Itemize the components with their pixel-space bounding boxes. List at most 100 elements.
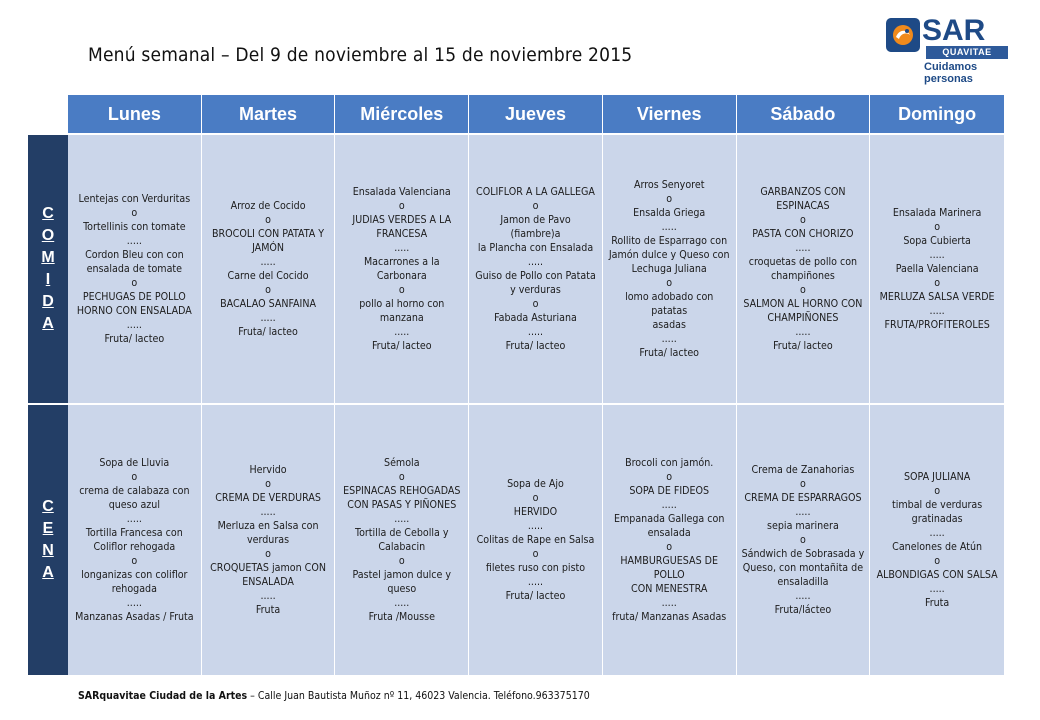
menu-line: ..... [527,576,544,588]
menu-line: ..... [527,256,544,268]
menu-line: Empanada Gallega con [613,513,725,525]
day-header: Lunes [68,95,202,133]
menu-line: filetes ruso con pisto [485,562,586,574]
meal-letter: A [42,315,54,332]
menu-line: asadas [652,319,686,331]
menu-line: Guiso de Pollo con Patata [475,270,596,282]
menu-cell: Crema de Zanahorias o CREMA DE ESPARRAGOS.… [736,403,871,675]
menu-line: Fruta/ lacteo [104,333,165,345]
menu-line: o [532,548,539,560]
menu-line: o [666,541,673,553]
menu-cell-text: Ensalada Valenciana o JUDIAS VERDES A LA FR… [352,185,451,353]
menu-line: o [532,492,539,504]
menu-line: y verduras [510,284,561,296]
footer-address: SARquavitae Ciudad de la Artes – Calle J… [78,690,590,702]
menu-cell-text: GARBANZOS CON ESPINACAS o PASTA CON CHORIZO… [743,185,862,353]
menu-line: Brocoli con jamón. [625,457,714,469]
menu-line: CREMA DE ESPARRAGOS [744,492,862,504]
menu-cell-text: SOPA JULIANA o timbal de verduras gratinada… [877,470,998,610]
menu-cell-text: Arros Senyoret o Ensalda Griega..... Rollit… [608,178,731,360]
menu-line: CHAMPIÑONES [767,312,839,324]
menu-line: o [800,534,806,546]
meal-letter: C [42,205,54,222]
menu-line: Sopa de Ajo [507,478,564,490]
day-header: Martes [201,95,336,133]
meal-letter: D [42,293,54,310]
menu-line: JUDIAS VERDES A LA [352,214,452,226]
menu-line: BROCOLI CON PATATA Y [212,228,325,240]
menu-line: o [799,214,806,226]
menu-line: longanizas con coliflor [81,569,188,581]
menu-line: HORNO CON ENSALADA [76,305,192,317]
meal-letter: C [42,498,54,515]
menu-line: Fruta [255,604,281,616]
menu-line: crema de calabaza con [79,485,190,497]
logo-sub: QUAVITAE [926,46,1008,59]
menu-line: CON PASAS Y PIÑONES [347,499,457,511]
menu-line: GARBANZOS CON [760,186,846,198]
meal-letter: M [41,249,55,266]
menu-line: o [265,548,271,560]
menu-line: Tortilla de Cebolla y [355,527,449,539]
menu-line: o [800,478,806,490]
menu-line: ensalada [647,527,691,539]
menu-line: o [131,471,138,483]
menu-line: Carbonara [376,270,427,282]
menu-line: Fruta/ lacteo [505,590,566,602]
menu-line: ..... [126,513,142,525]
menu-line: ..... [795,326,811,338]
menu-line: ..... [126,597,142,609]
weekly-menu-table: Lunes Martes Miércoles Jueves Viernes Sá… [28,95,1004,675]
menu-line: Merluza en Salsa con [217,520,319,532]
menu-line: Fruta/ lacteo [639,347,700,359]
meal-label-comida: C O M I D A [28,133,68,403]
menu-line: COLIFLOR A LA GALLEGA [476,186,595,198]
menu-line: Arros Senyoret [633,179,705,191]
menu-line: o [934,221,941,233]
menu-line: Arroz de Cocido [230,200,306,212]
menu-line: Crema de Zanahorias [751,464,855,476]
menu-line: ..... [394,242,410,254]
menu-line: SALMON AL HORNO CON [743,298,863,310]
menu-line: Jamon de Pavo (fiambre)a [500,214,571,240]
menu-line: Lentejas con Verduritas [78,193,191,205]
menu-line: Ensalda Griega [633,207,706,219]
menu-line: o [934,485,941,497]
meal-letter: A [42,564,54,581]
menu-cell: COLIFLOR A LA GALLEGA o Jamon de Pavo (fia… [469,133,603,403]
menu-line: ..... [661,333,677,345]
menu-line: Paella Valenciana [895,263,979,275]
menu-cell: Arros Senyoret o Ensalda Griega..... Rollit… [602,133,737,403]
menu-line: verduras [247,534,290,546]
menu-cell: Ensalada Valenciana o JUDIAS VERDES A LA FR… [335,133,470,403]
menu-line: ..... [126,235,142,247]
menu-line: ..... [394,513,410,525]
menu-line: Calabacin [378,541,426,553]
logo-name: SAR [922,14,986,47]
page-title: Menú semanal – Del 9 de noviembre al 15 … [88,44,633,66]
menu-cell: Sémola o ESPINACAS REHOGADAS CON PASAS Y PI… [335,403,470,675]
sarquavitae-logo: SAR QUAVITAE Cuidamos personas [886,14,1014,85]
menu-line: Carne del Cocido [227,270,309,282]
menu-line: ENSALADA [242,576,294,588]
menu-line: Cordon Bleu con con [85,249,184,261]
menu-cell-text: Sopa de Lluvia o crema de calabaza con ques… [75,456,194,624]
menu-line: o [131,277,138,289]
menu-cell-text: Brocoli con jamón. o SOPA DE FIDEOS..... Em… [608,456,731,624]
menu-line: ..... [260,590,276,602]
menu-line: Coliflor rehogada [93,541,176,553]
table-corner [28,95,68,133]
menu-line: pollo al horno con [359,298,445,310]
menu-line: ..... [795,506,811,518]
menu-line: ..... [661,221,677,233]
menu-line: o [666,277,673,289]
menu-line: PECHUGAS DE POLLO [82,291,186,303]
menu-line: champiñones [770,270,835,282]
menu-line: Tortellinis con tomate [83,221,186,233]
menu-cell-text: Arroz de Cocido o BROCOLI CON PATATA Y JAMÓ… [212,199,324,339]
menu-line: Fruta/ lacteo [505,340,566,352]
menu-line: o [666,193,673,205]
menu-line: o [666,471,673,483]
menu-cell: Brocoli con jamón. o SOPA DE FIDEOS..... Em… [602,403,737,675]
menu-line: Ensalada Valenciana [352,186,451,198]
